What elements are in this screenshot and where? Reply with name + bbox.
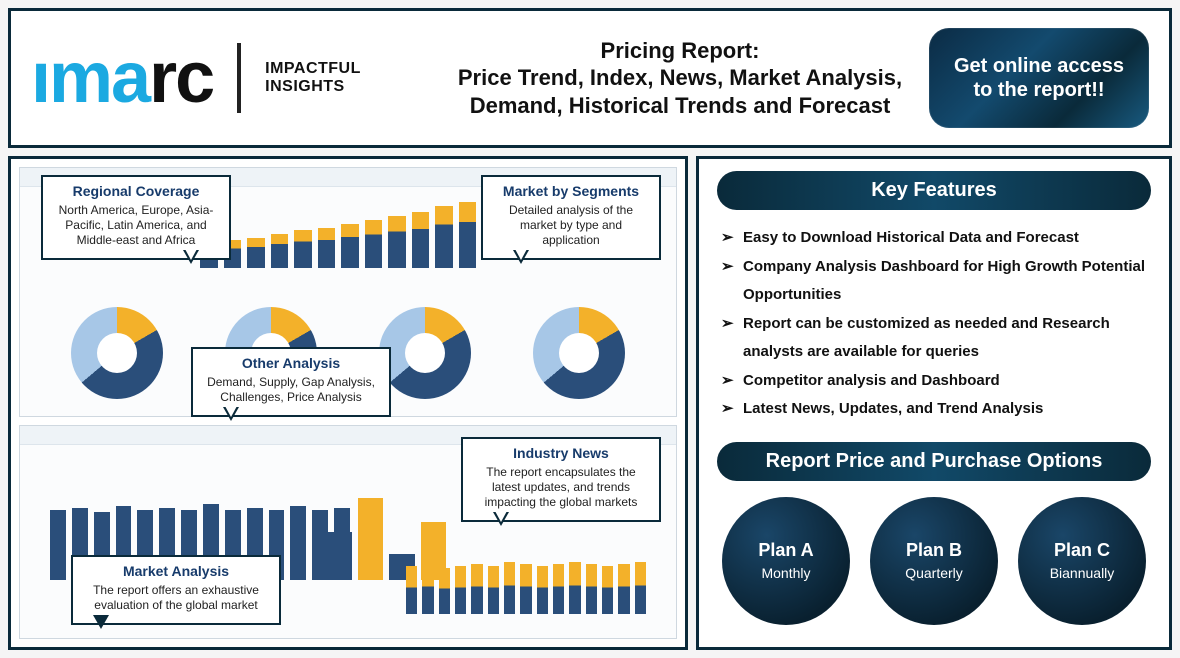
bar-icon [294, 230, 312, 268]
plan-period: Quarterly [905, 565, 963, 581]
plan-option[interactable]: Plan A Monthly [722, 497, 850, 625]
feature-item: Report can be customized as needed and R… [721, 310, 1147, 367]
plan-row: Plan A Monthly Plan B Quarterly Plan C Biannu… [717, 497, 1151, 625]
feature-item: Competitor analysis and Dashboard [721, 367, 1147, 396]
bar-icon [471, 564, 482, 614]
plan-name: Plan C [1054, 540, 1110, 561]
callout-market-analysis: Market Analysis The report offers an exh… [71, 555, 281, 625]
bar-icon [635, 562, 646, 614]
speech-pointer-icon [223, 407, 239, 429]
bar-icon [439, 568, 450, 614]
logo-text-primary: ıma [31, 37, 149, 119]
mini-bar-chart [200, 198, 476, 268]
donut-chart-icon [379, 307, 471, 399]
purchase-options-header: Report Price and Purchase Options [717, 442, 1151, 481]
bar-icon [326, 532, 352, 580]
bar-icon [388, 216, 406, 268]
bar-icon [586, 564, 597, 614]
bar-icon [50, 510, 66, 580]
plan-name: Plan A [758, 540, 813, 561]
report-title-line2: Price Trend, Index, News, Market Analysi… [451, 64, 909, 119]
speech-pointer-icon [493, 512, 509, 534]
callout-title: Industry News [473, 445, 649, 461]
bar-icon [271, 234, 289, 268]
callout-title: Regional Coverage [53, 183, 219, 199]
plan-option[interactable]: Plan B Quarterly [870, 497, 998, 625]
callout-body: The report encapsulates the latest updat… [473, 465, 649, 510]
logo-wordmark: ımarc [31, 37, 213, 119]
bar-icon [537, 566, 548, 614]
bar-icon [412, 212, 430, 268]
plan-name: Plan B [906, 540, 962, 561]
bar-icon [341, 224, 359, 268]
bar-icon [488, 566, 499, 614]
tagline-line1: IMPACTFUL [265, 60, 361, 78]
speech-pointer-icon [513, 250, 529, 272]
logo-divider [237, 43, 241, 113]
feature-item: Easy to Download Historical Data and For… [721, 224, 1147, 253]
callout-title: Market by Segments [493, 183, 649, 199]
header-panel: ımarc IMPACTFUL INSIGHTS Pricing Report:… [8, 8, 1172, 148]
brand-tagline: IMPACTFUL INSIGHTS [265, 60, 361, 97]
plan-period: Biannually [1050, 565, 1115, 581]
bar-icon [422, 564, 433, 614]
get-access-button[interactable]: Get online access to the report!! [929, 28, 1149, 128]
bar-icon [459, 202, 477, 268]
report-title-line1: Pricing Report: [451, 37, 909, 65]
bar-icon [455, 566, 466, 614]
bar-icon [504, 562, 515, 614]
report-title: Pricing Report: Price Trend, Index, News… [451, 37, 909, 120]
bar-icon [290, 506, 306, 580]
bar-icon [365, 220, 383, 268]
bar-icon [318, 228, 336, 268]
callout-regional-coverage: Regional Coverage North America, Europe,… [41, 175, 231, 260]
donut-chart-icon [71, 307, 163, 399]
bar-icon [618, 564, 629, 614]
bar-icon [247, 238, 265, 268]
bar-icon [520, 564, 531, 614]
callout-market-segments: Market by Segments Detailed analysis of … [481, 175, 661, 260]
bottom-bar-chart-right [406, 544, 646, 614]
plan-period: Monthly [761, 565, 810, 581]
bar-icon [569, 562, 580, 614]
bar-icon [553, 564, 564, 614]
bar-icon [435, 206, 453, 268]
callout-title: Other Analysis [203, 355, 379, 371]
speech-pointer-icon [183, 250, 199, 272]
side-panel: Key Features Easy to Download Historical… [696, 156, 1172, 650]
bar-icon [602, 566, 613, 614]
features-list: Easy to Download Historical Data and For… [721, 224, 1147, 424]
bar-icon [406, 566, 417, 614]
tagline-line2: INSIGHTS [265, 78, 361, 96]
key-features-header: Key Features [717, 171, 1151, 210]
callout-industry-news: Industry News The report encapsulates th… [461, 437, 661, 522]
brand-logo: ımarc IMPACTFUL INSIGHTS [31, 37, 431, 119]
plan-option[interactable]: Plan C Biannually [1018, 497, 1146, 625]
bar-icon [358, 498, 384, 580]
logo-text-secondary: rc [149, 37, 213, 119]
dashboard-preview-panel: Regional Coverage North America, Europe,… [8, 156, 688, 650]
callout-body: The report offers an exhaustive evaluati… [83, 583, 269, 613]
callout-body: North America, Europe, Asia-Pacific, Lat… [53, 203, 219, 248]
callout-body: Detailed analysis of the market by type … [493, 203, 649, 248]
speech-pointer-icon [93, 615, 109, 637]
callout-other-analysis: Other Analysis Demand, Supply, Gap Analy… [191, 347, 391, 417]
callout-body: Demand, Supply, Gap Analysis, Challenges… [203, 375, 379, 405]
donut-chart-icon [533, 307, 625, 399]
callout-title: Market Analysis [83, 563, 269, 579]
feature-item: Company Analysis Dashboard for High Grow… [721, 253, 1147, 310]
feature-item: Latest News, Updates, and Trend Analysis [721, 395, 1147, 424]
